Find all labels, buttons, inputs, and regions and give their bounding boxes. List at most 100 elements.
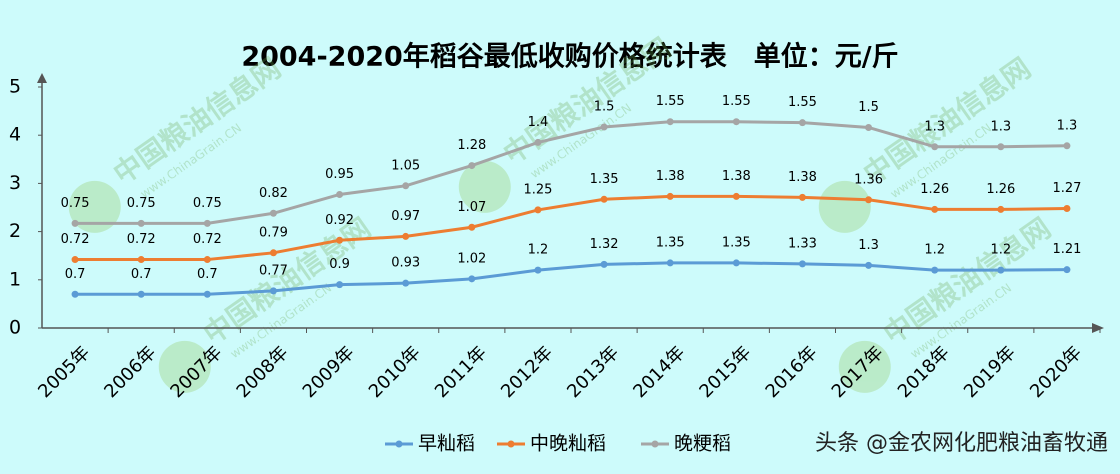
data-label: 1.21	[1052, 242, 1081, 257]
data-label: 1.2	[924, 243, 945, 258]
point	[336, 190, 344, 198]
data-label: 0.97	[391, 209, 420, 224]
data-label: 1.5	[858, 100, 879, 115]
x-tick-label: 2020年	[1026, 342, 1086, 402]
point	[402, 182, 410, 190]
point	[534, 138, 542, 146]
data-label: 1.05	[391, 158, 420, 173]
data-label: 0.72	[127, 232, 156, 247]
data-label: 1.35	[656, 235, 685, 250]
point	[269, 209, 277, 217]
point	[203, 290, 211, 298]
x-tick-label: 2006年	[100, 342, 160, 402]
x-tick-label: 2013年	[563, 342, 623, 402]
data-label: 1.4	[528, 115, 549, 130]
data-label: 0.93	[391, 256, 420, 271]
point	[732, 192, 740, 200]
y-tick-label: 1	[9, 268, 21, 290]
x-tick-label: 2014年	[629, 342, 689, 402]
point	[71, 290, 79, 298]
point	[137, 256, 145, 264]
y-tick-label: 0	[9, 317, 21, 339]
data-label: 1.38	[722, 169, 751, 184]
data-label: 1.26	[986, 182, 1015, 197]
data-label: 1.27	[1052, 181, 1081, 196]
credit: 头条 @金农网化肥粮油畜牧通	[815, 431, 1108, 456]
watermark-logo	[458, 160, 511, 213]
point	[269, 249, 277, 257]
point	[534, 266, 542, 274]
data-label: 0.7	[197, 267, 218, 282]
series-line	[75, 261, 1067, 296]
y-tick-label: 3	[9, 172, 21, 194]
point	[336, 236, 344, 244]
y-axis-arrow	[37, 73, 47, 83]
point	[931, 266, 939, 274]
point	[666, 118, 674, 126]
point	[468, 162, 476, 170]
data-label: 1.55	[722, 94, 751, 109]
x-tick-label: 2015年	[695, 342, 755, 402]
watermark-logo	[818, 180, 871, 233]
watermark-text: 中国粮油信息网	[877, 211, 1056, 350]
data-label: 0.75	[193, 196, 222, 211]
data-label: 1.02	[457, 251, 486, 266]
point	[203, 256, 211, 264]
data-label: 1.2	[990, 243, 1011, 258]
data-label: 0.72	[61, 232, 90, 247]
point	[798, 193, 806, 201]
x-tick-label: 2016年	[762, 342, 822, 402]
y-tick-label: 4	[9, 124, 21, 146]
legend-marker	[507, 440, 515, 448]
point	[1063, 266, 1071, 274]
data-label: 0.95	[325, 167, 354, 182]
data-label: 1.3	[924, 119, 945, 134]
point	[402, 279, 410, 287]
data-label: 0.9	[329, 257, 350, 272]
y-tick-label: 5	[9, 76, 21, 98]
x-tick-label: 2019年	[960, 342, 1020, 402]
point	[931, 143, 939, 151]
data-label: 1.33	[788, 236, 817, 251]
point	[997, 266, 1005, 274]
point	[468, 275, 476, 283]
watermark-logo	[68, 180, 121, 233]
data-label: 1.3	[1057, 118, 1078, 133]
data-label: 0.75	[127, 196, 156, 211]
point	[798, 119, 806, 127]
data-label: 1.3	[990, 119, 1011, 134]
data-label: 1.2	[528, 243, 549, 258]
data-label: 0.79	[259, 225, 288, 240]
point	[1063, 204, 1071, 212]
point	[600, 260, 608, 268]
point	[71, 219, 79, 227]
point	[137, 219, 145, 227]
data-label: 1.36	[854, 172, 883, 187]
series-line	[75, 120, 1067, 225]
data-label: 1.26	[920, 182, 949, 197]
point	[336, 281, 344, 289]
point	[666, 192, 674, 200]
series-line	[75, 194, 1067, 262]
point	[269, 287, 277, 295]
data-label: 0.72	[193, 232, 222, 247]
x-tick-label: 2005年	[34, 342, 94, 402]
x-tick-label: 2010年	[365, 342, 425, 402]
legend-label: 早籼稻	[418, 433, 475, 455]
legend-marker	[395, 440, 403, 448]
data-label: 1.28	[457, 138, 486, 153]
legend-label: 中晚籼稻	[530, 433, 606, 455]
data-label: 1.25	[523, 182, 552, 197]
data-label: 1.55	[656, 94, 685, 109]
data-label: 1.35	[722, 235, 751, 250]
point	[600, 195, 608, 203]
point	[534, 206, 542, 214]
point	[732, 118, 740, 126]
point	[931, 205, 939, 213]
data-label: 1.07	[457, 200, 486, 215]
data-label: 1.3	[858, 238, 879, 253]
data-label: 1.38	[788, 170, 817, 185]
point	[468, 223, 476, 231]
data-label: 0.92	[325, 213, 354, 228]
